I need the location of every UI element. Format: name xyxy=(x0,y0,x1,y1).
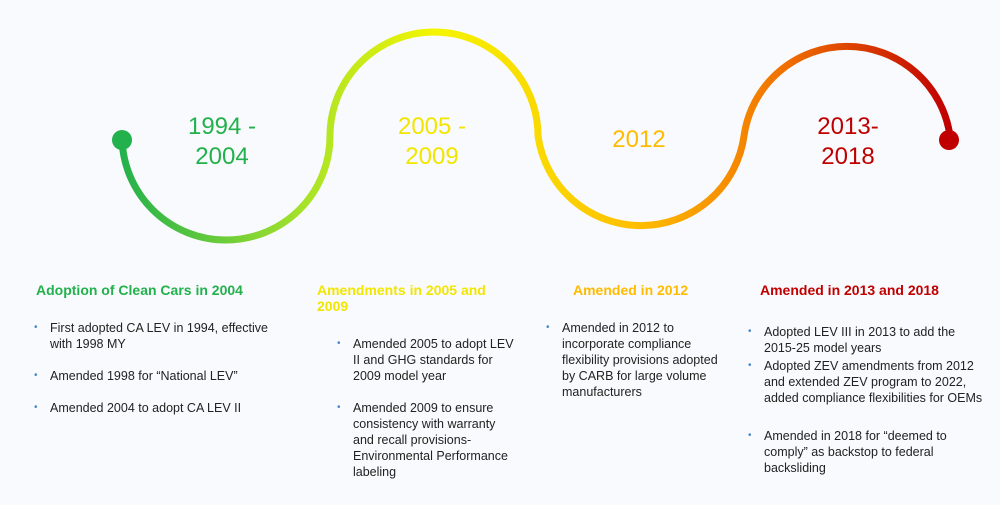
bullet-item: • Amended 2004 to adopt CA LEV II xyxy=(34,401,242,415)
bullet-icon: • xyxy=(748,430,752,441)
period-label-2013-2018: 2013- 2018 xyxy=(817,113,879,170)
period-label-2005-2009: 2005 -2009 xyxy=(397,113,467,170)
column-heading: Amendments in 2005 and 2009 xyxy=(317,282,486,314)
column-heading: Amended in 2013 and 2018 xyxy=(760,282,939,298)
bullet-icon: • xyxy=(337,402,341,413)
column-heading: Adoption of Clean Cars in 2004 xyxy=(36,282,243,298)
timeline-path xyxy=(118,28,954,244)
bullet-icon: • xyxy=(546,322,550,333)
timeline-curve xyxy=(112,28,959,244)
bullet-item: • Amended 1998 for “National LEV” xyxy=(34,369,238,383)
bullet-icon: • xyxy=(748,360,752,371)
period-column-1: Adoption of Clean Cars in 2004 • First ad… xyxy=(30,282,290,432)
bullet-item: • Amended 2005 to adopt LEV II and GHG st… xyxy=(337,337,514,383)
period-label-1994-2004: 1994 -2004 xyxy=(187,113,257,170)
column-heading: Amended in 2012 xyxy=(573,282,689,298)
bullet-item: • Amended in 2012 to incorporate complian… xyxy=(546,321,718,399)
period-label-2012: 2012 xyxy=(612,126,666,153)
bullet-item: • Amended 2009 to ensure consistency with… xyxy=(337,401,508,479)
period-column-4: Amended in 2013 and 2018 • Adopted LEV II… xyxy=(744,282,984,492)
bullet-icon: • xyxy=(34,370,38,381)
bullet-icon: • xyxy=(337,338,341,349)
timeline-start-dot xyxy=(112,130,132,150)
bullet-item: • Adopted ZEV amendments from 2012 and ex… xyxy=(748,359,983,405)
bullet-icon: • xyxy=(34,322,38,333)
bullet-item: • Amended in 2018 for “deemed to comply” … xyxy=(748,429,947,475)
period-column-3: Amended in 2012 • Amended in 2012 to inco… xyxy=(542,282,722,416)
bullet-icon: • xyxy=(748,326,752,337)
timeline-end-dot xyxy=(939,130,959,150)
period-column-2: Amendments in 2005 and 2009 • Amended 200… xyxy=(317,282,517,496)
bullet-item: • Adopted LEV III in 2013 to add the 2015… xyxy=(748,325,956,355)
bullet-item: • First adopted CA LEV in 1994, effective… xyxy=(34,321,268,351)
bullet-icon: • xyxy=(34,402,38,413)
